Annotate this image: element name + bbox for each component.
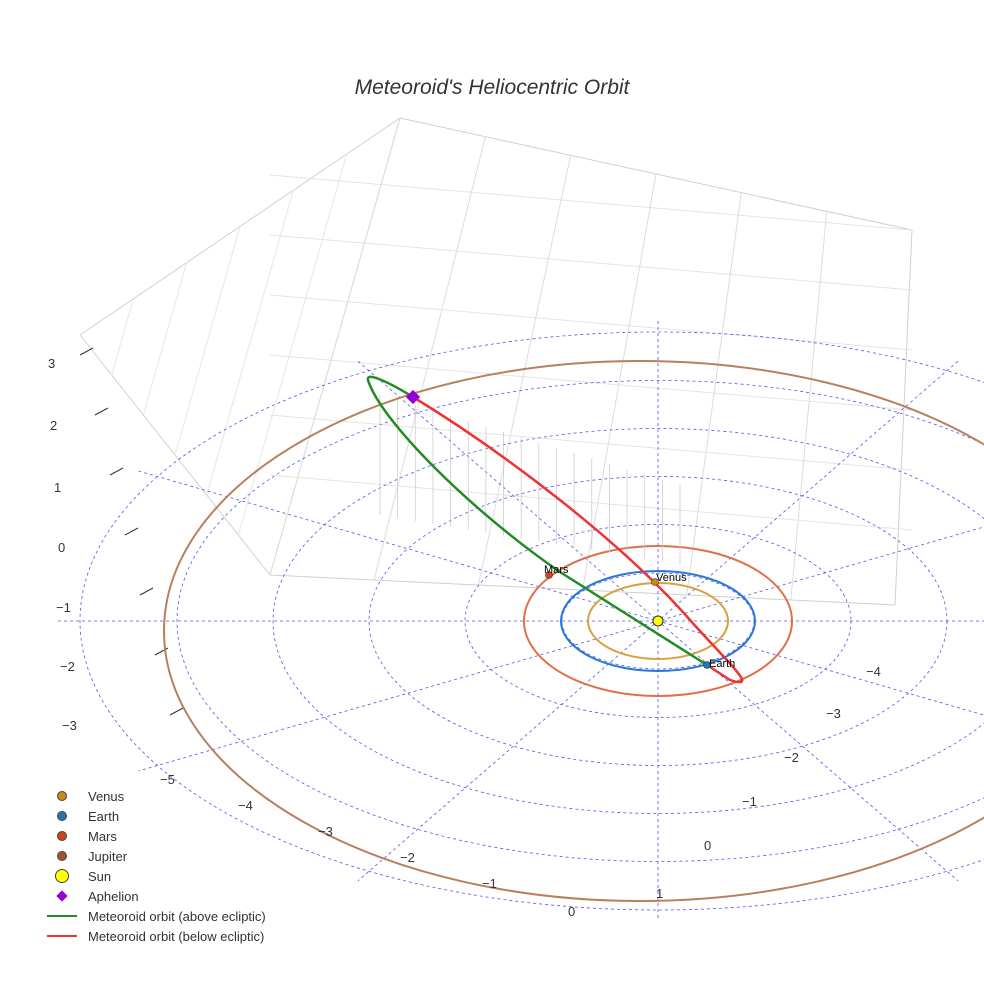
legend-label: Aphelion — [88, 888, 139, 904]
grid-line — [174, 226, 241, 456]
legend: Venus Earth Mars Jupiter Sun Aphelion Me… — [36, 786, 266, 946]
venus-marker — [651, 578, 659, 586]
jupiter-marker-icon — [57, 851, 67, 861]
y-tick: −4 — [866, 664, 881, 679]
z-tick-mark — [124, 527, 139, 536]
y-tick: 0 — [704, 838, 711, 853]
meteoroid-orbit-below — [412, 395, 744, 684]
x-tick: 1 — [656, 886, 663, 901]
legend-label: Earth — [88, 808, 120, 824]
mars-marker-icon — [57, 831, 67, 841]
grid-line — [269, 294, 913, 351]
legend-label: Mars — [88, 828, 117, 844]
legend-item-mars[interactable]: Mars — [36, 826, 266, 846]
venus-label: Venus — [656, 572, 687, 584]
earth-marker — [703, 661, 711, 669]
aphelion-marker — [405, 389, 421, 405]
sun-marker-icon — [55, 869, 69, 883]
grid-line — [237, 154, 348, 536]
x-tick: 0 — [568, 904, 575, 919]
y-tick: −3 — [826, 706, 841, 721]
grid-line — [269, 474, 913, 531]
y-tick: −2 — [784, 750, 799, 765]
ecliptic-ring — [272, 428, 984, 814]
z-tick: 1 — [54, 480, 61, 495]
z-tick: −3 — [62, 718, 77, 733]
z-tick-mark — [109, 467, 124, 476]
z-tick: 3 — [48, 356, 55, 371]
green-line-icon — [47, 915, 77, 917]
grid-line — [269, 117, 401, 576]
grid-line — [477, 155, 572, 586]
mars-orbit — [523, 545, 793, 697]
legend-label: Venus — [88, 788, 125, 804]
z-tick-mark — [169, 707, 184, 716]
legend-item-jupiter[interactable]: Jupiter — [36, 846, 266, 866]
red-line-icon — [47, 935, 77, 937]
z-tick-mark — [94, 407, 109, 416]
diamond-icon — [56, 890, 68, 902]
x-tick: −4 — [238, 798, 253, 813]
z-tick-mark — [79, 347, 94, 356]
grid-line — [206, 190, 294, 496]
y-tick: −1 — [742, 794, 757, 809]
z-tick: −1 — [56, 600, 71, 615]
x-tick: −2 — [400, 850, 415, 865]
meteoroid-orbit-above — [366, 375, 708, 667]
z-tick: −2 — [60, 659, 75, 674]
x-tick: −3 — [318, 824, 333, 839]
chart-title: Meteoroid's Heliocentric Orbit — [354, 76, 630, 99]
grid-line — [269, 414, 913, 471]
ecliptic-ring — [79, 331, 984, 911]
grid-line — [269, 174, 913, 231]
x-tick: −1 — [482, 876, 497, 891]
grid-line — [111, 298, 134, 376]
grid-line — [142, 262, 188, 416]
x-tick: −5 — [160, 772, 175, 787]
legend-label: Sun — [88, 868, 112, 884]
mars-marker — [545, 571, 553, 579]
venus-marker-icon — [57, 791, 67, 801]
grid-line — [790, 211, 828, 601]
legend-label: Meteoroid orbit (above ecliptic) — [88, 908, 266, 924]
legend-label: Meteoroid orbit (below ecliptic) — [88, 928, 265, 944]
z-tick: 2 — [50, 418, 57, 433]
legend-item-orbit-below[interactable]: Meteoroid orbit (below ecliptic) — [36, 926, 266, 946]
sun-marker — [652, 615, 664, 627]
mars-label: Mars — [544, 564, 569, 576]
grid-line — [686, 192, 742, 596]
grid-line — [582, 173, 657, 591]
grid-line — [373, 136, 486, 581]
earth-label: Earth — [709, 658, 735, 670]
legend-label: Jupiter — [88, 848, 128, 864]
grid-line — [269, 234, 913, 291]
legend-item-aphelion[interactable]: Aphelion — [36, 886, 266, 906]
legend-item-orbit-above[interactable]: Meteoroid orbit (above ecliptic) — [36, 906, 266, 926]
earth-orbit — [560, 570, 756, 672]
jupiter-orbit — [163, 360, 984, 902]
legend-item-earth[interactable]: Earth — [36, 806, 266, 826]
z-tick-mark — [139, 587, 154, 596]
legend-item-sun[interactable]: Sun — [36, 866, 266, 886]
z-tick: 0 — [58, 540, 65, 555]
earth-marker-icon — [57, 811, 67, 821]
legend-item-venus[interactable]: Venus — [36, 786, 266, 806]
grid-edge — [894, 229, 913, 606]
